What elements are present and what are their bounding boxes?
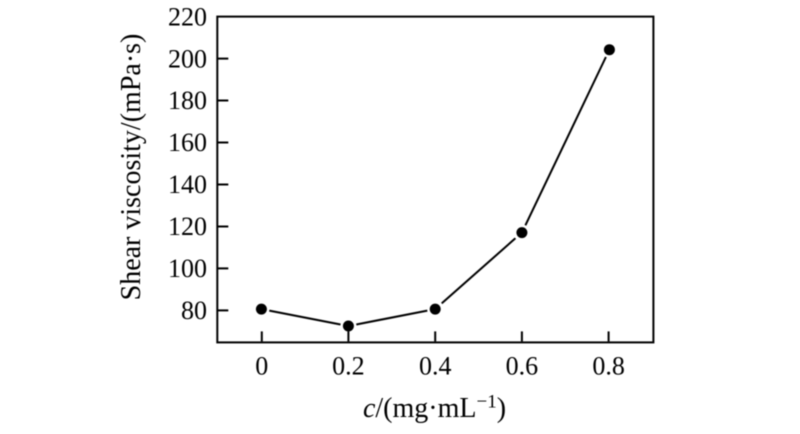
svg-text:0.6: 0.6 (506, 352, 539, 381)
svg-text:120: 120 (168, 212, 207, 241)
svg-text:Shear viscosity/(mPa·s): Shear viscosity/(mPa·s) (116, 34, 147, 301)
svg-text:0.4: 0.4 (419, 352, 452, 381)
svg-text:200: 200 (168, 44, 207, 73)
svg-text:0.2: 0.2 (332, 352, 365, 381)
svg-text:140: 140 (168, 170, 207, 199)
svg-text:0: 0 (255, 352, 268, 381)
svg-text:180: 180 (168, 86, 207, 115)
svg-text:100: 100 (168, 254, 207, 283)
svg-text:220: 220 (168, 2, 207, 31)
svg-text:80: 80 (181, 296, 207, 325)
svg-text:0.8: 0.8 (592, 352, 625, 381)
svg-text:160: 160 (168, 128, 207, 157)
